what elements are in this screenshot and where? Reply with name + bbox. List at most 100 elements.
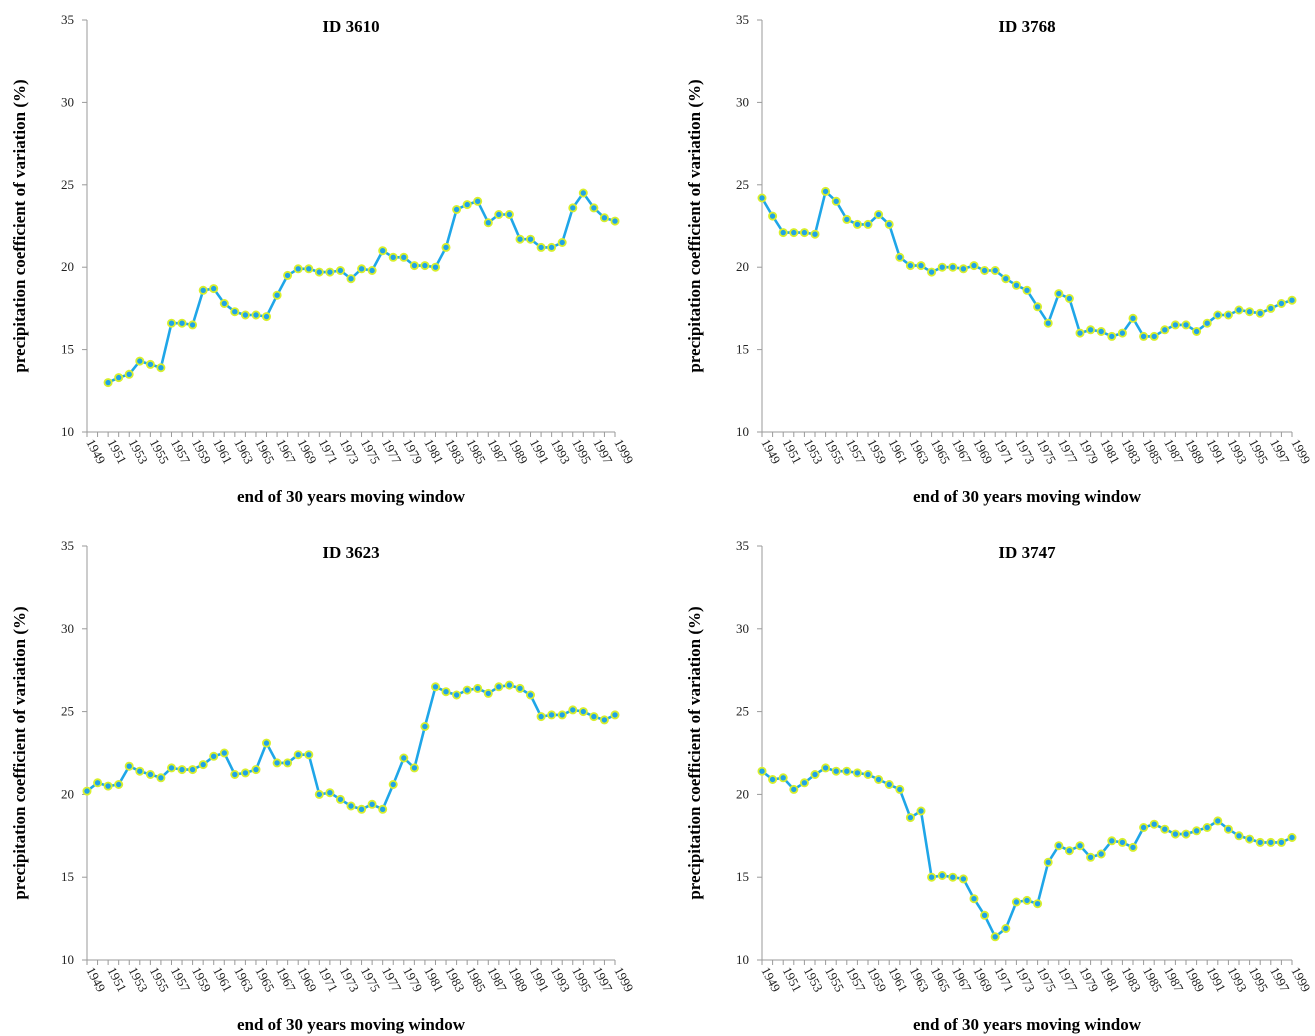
data-point (441, 687, 451, 697)
x-tick-label: 1979 (400, 436, 425, 466)
data-point (177, 318, 187, 328)
data-point (842, 214, 852, 224)
x-tick-label: 1989 (506, 964, 531, 994)
x-tick-label: 1991 (527, 436, 552, 466)
data-point (1202, 823, 1212, 833)
data-point (1107, 331, 1117, 341)
data-point (568, 705, 578, 715)
series-line (86, 683, 616, 811)
data-point (504, 680, 514, 690)
x-tick-label: 1995 (1246, 964, 1271, 994)
data-point (863, 770, 873, 780)
data-point (895, 252, 905, 262)
data-point (1001, 924, 1011, 934)
data-point (831, 196, 841, 206)
data-point (1117, 328, 1127, 338)
x-tick-label: 1959 (189, 964, 214, 994)
data-point (261, 738, 271, 748)
data-point (916, 806, 926, 816)
y-tick-label: 20 (61, 786, 74, 801)
data-point (378, 804, 388, 814)
x-tick-label: 1953 (126, 964, 151, 994)
data-point (367, 265, 377, 275)
x-tick-label: 1991 (527, 964, 552, 994)
data-point (156, 773, 166, 783)
x-tick-label: 1961 (886, 964, 911, 994)
data-point (810, 229, 820, 239)
data-point (124, 369, 134, 379)
x-tick-label: 1969 (970, 436, 995, 466)
data-point (188, 320, 198, 330)
data-point (409, 261, 419, 271)
x-tick-label: 1999 (1288, 436, 1313, 466)
data-point (346, 274, 356, 284)
x-tick-label: 1957 (168, 436, 194, 466)
data-point (378, 246, 388, 256)
x-tick-label: 1989 (1182, 436, 1207, 466)
data-point (135, 356, 145, 366)
y-tick-label: 10 (736, 952, 749, 967)
data-point (409, 763, 419, 773)
data-point (430, 682, 440, 692)
data-point (958, 264, 968, 274)
data-point (430, 262, 440, 272)
x-tick-label: 1963 (907, 436, 932, 466)
x-tick-label: 1967 (949, 436, 975, 466)
data-point (1075, 841, 1085, 851)
data-point (135, 766, 145, 776)
x-tick-label: 1985 (464, 436, 489, 466)
data-point (494, 209, 504, 219)
data-point (304, 264, 314, 274)
chart-title: ID 3610 (322, 17, 379, 36)
data-point (980, 265, 990, 275)
y-axis-label: precipitation coefficient of variation (… (685, 79, 704, 372)
data-point (166, 763, 176, 773)
data-point (1181, 320, 1191, 330)
data-point (452, 204, 462, 214)
data-point (188, 765, 198, 775)
y-tick-label: 35 (736, 12, 749, 27)
x-tick-label: 1997 (1267, 436, 1293, 466)
data-point (852, 219, 862, 229)
data-point (504, 209, 514, 219)
data-point (325, 267, 335, 277)
data-point (578, 707, 588, 717)
y-tick-label: 20 (736, 259, 749, 274)
x-axis-label: end of 30 years moving window (913, 1015, 1142, 1034)
x-tick-label: 1993 (1225, 964, 1250, 994)
x-tick-label: 1949 (83, 436, 108, 466)
data-point (1255, 837, 1265, 847)
x-tick-label: 1979 (1076, 436, 1101, 466)
data-point (599, 715, 609, 725)
series-line (761, 766, 1293, 939)
x-tick-label: 1973 (1013, 436, 1038, 466)
data-point (304, 750, 314, 760)
data-point (1192, 826, 1202, 836)
data-point (1001, 274, 1011, 284)
data-point (1170, 320, 1180, 330)
data-point (1234, 305, 1244, 315)
data-point (1011, 897, 1021, 907)
data-point (114, 373, 124, 383)
data-point (1086, 325, 1096, 335)
chart-title: ID 3768 (998, 17, 1055, 36)
x-tick-label: 1985 (1140, 964, 1165, 994)
data-point (420, 261, 430, 271)
data-point (219, 748, 229, 758)
data-point (937, 871, 947, 881)
x-tick-label: 1957 (843, 436, 869, 466)
x-tick-label: 1993 (548, 964, 573, 994)
data-point (1245, 834, 1255, 844)
x-tick-label: 1997 (590, 436, 616, 466)
data-point (821, 186, 831, 196)
data-point (1192, 326, 1202, 336)
x-tick-label: 1959 (864, 436, 889, 466)
data-point (916, 261, 926, 271)
y-tick-label: 25 (61, 177, 74, 192)
y-tick-label: 10 (61, 424, 74, 439)
x-tick-label: 1971 (316, 436, 341, 466)
data-point (778, 773, 788, 783)
y-tick-label: 35 (61, 538, 74, 553)
x-tick-label: 1951 (780, 436, 805, 466)
data-point (990, 932, 1000, 942)
